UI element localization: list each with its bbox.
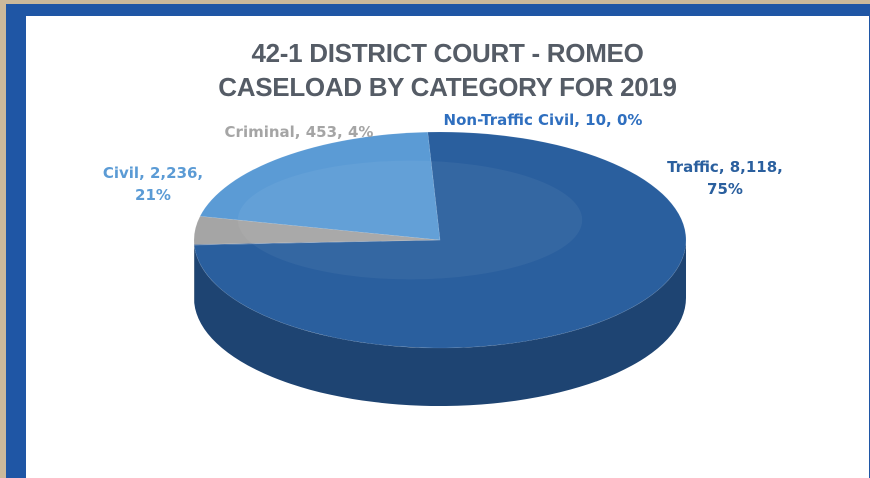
pie-slice-civil — [199, 131, 441, 241]
pie-side-traffic — [194, 240, 686, 406]
pie-slice-criminal — [193, 215, 441, 245]
data-label-traffic-line1: Traffic, 8,118, — [667, 158, 783, 176]
chart-title-line2: CASELOAD BY CATEGORY FOR 2019 — [218, 72, 677, 102]
data-label-criminal-line1: Criminal, 453, 4% — [225, 123, 374, 141]
data-label-non-traffic-civil-line1: Non-Traffic Civil, 10, 0% — [444, 111, 643, 129]
data-label-traffic-line2: 75% — [707, 180, 743, 198]
pie-highlight — [237, 160, 583, 280]
pie-slice-traffic — [193, 131, 687, 349]
chart-title-line1: 42-1 DISTRICT COURT - ROMEO — [251, 38, 644, 68]
data-label-civil-line1: Civil, 2,236, — [103, 164, 203, 182]
data-label-civil-line2: 21% — [135, 186, 171, 204]
pie-tops — [193, 131, 687, 349]
pie-labels: Traffic, 8,118, 75% Non-Traffic Civil, 10,… — [103, 111, 783, 204]
pie-slice-non-traffic-civil — [193, 239, 441, 246]
chart-title: 42-1 DISTRICT COURT - ROMEO CASELOAD BY … — [26, 36, 869, 104]
pie-sides — [194, 240, 686, 406]
